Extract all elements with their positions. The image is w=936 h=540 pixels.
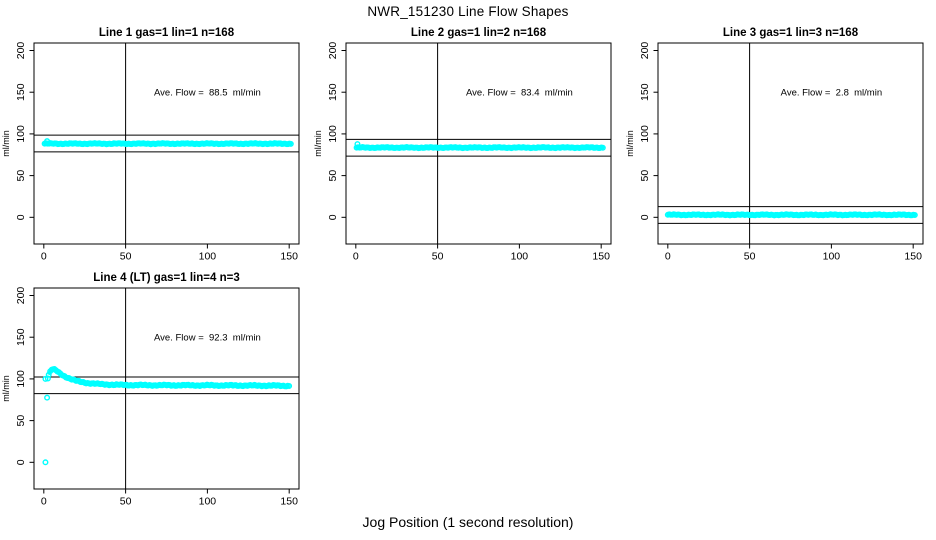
- x-tick-label: 50: [432, 251, 444, 263]
- x-tick-label: 100: [823, 251, 841, 263]
- y-tick-label: 50: [639, 170, 651, 182]
- y-tick-label: 0: [639, 214, 651, 220]
- subplot-line-3: Line 3 gas=1 lin=3 n=168 0 50 100 150 0 50 100 1…: [624, 25, 936, 265]
- y-tick-label: 200: [15, 42, 27, 60]
- line-1-flow-plot: Line 1 gas=1 lin=1 n=168 0 50 100 150 0 50 100 1…: [1, 27, 300, 263]
- y-tick-label: 50: [327, 170, 339, 182]
- y-tick-label: 150: [15, 83, 27, 101]
- y-tick-label: 50: [15, 170, 27, 182]
- plot-title: Line 4 (LT) gas=1 lin=4 n=3: [93, 272, 239, 284]
- plot-box: [657, 42, 924, 245]
- plot-title: Line 3 gas=1 lin=3 n=168: [723, 27, 859, 39]
- line-4-flow-plot: Line 4 (LT) gas=1 lin=4 n=3 0 50 100 150 0 50 1…: [1, 272, 300, 508]
- x-tick-label: 50: [120, 251, 132, 263]
- line-2-flow-plot: Line 2 gas=1 lin=2 n=168 0 50 100 150 0 50 100 1…: [313, 27, 612, 263]
- x-tick-label: 50: [120, 496, 132, 508]
- line-3-flow-plot: Line 3 gas=1 lin=3 n=168 0 50 100 150 0 50 100 1…: [625, 27, 924, 263]
- x-axis-label: Jog Position (1 second resolution): [362, 514, 574, 530]
- data-points: [664, 211, 918, 219]
- y-tick-label: 150: [15, 328, 27, 346]
- y-tick-label: 50: [15, 415, 27, 427]
- x-tick-label: 150: [280, 496, 298, 508]
- y-tick-label: 150: [327, 83, 339, 101]
- data-points: [42, 366, 293, 466]
- ave-flow-annotation: Ave. Flow = 2.8 ml/min: [781, 88, 882, 99]
- y-axis-name: ml/min: [313, 130, 323, 157]
- ave-flow-annotation: Ave. Flow = 83.4 ml/min: [466, 88, 573, 99]
- y-axis-name: ml/min: [625, 130, 635, 157]
- x-tick-label: 100: [199, 251, 217, 263]
- y-tick-label: 0: [15, 459, 27, 465]
- x-tick-label: 0: [353, 251, 359, 263]
- y-tick-label: 200: [327, 42, 339, 60]
- x-tick-label: 0: [41, 251, 47, 263]
- y-axis-name: ml/min: [1, 130, 11, 157]
- y-tick-label: 100: [639, 125, 651, 143]
- y-tick-label: 100: [15, 370, 27, 388]
- subplot-line-1: Line 1 gas=1 lin=1 n=168 0 50 100 150 0 50 100 1…: [0, 25, 312, 265]
- data-points: [41, 138, 294, 148]
- y-tick-label: 100: [327, 125, 339, 143]
- x-tick-label: 100: [511, 251, 529, 263]
- x-tick-label: 0: [665, 251, 671, 263]
- data-points: [353, 141, 606, 152]
- ave-flow-annotation: Ave. Flow = 92.3 ml/min: [154, 333, 261, 344]
- ave-flow-annotation: Ave. Flow = 88.5 ml/min: [154, 88, 261, 99]
- subplot-line-4: Line 4 (LT) gas=1 lin=4 n=3 0 50 100 150 0 50 1…: [0, 270, 312, 510]
- x-tick-label: 0: [41, 496, 47, 508]
- y-tick-label: 0: [327, 214, 339, 220]
- x-tick-label: 50: [744, 251, 756, 263]
- y-axis-name: ml/min: [1, 375, 11, 402]
- plot-title: Line 1 gas=1 lin=1 n=168: [99, 27, 235, 39]
- main-title: NWR_151230 Line Flow Shapes: [367, 4, 569, 19]
- x-tick-label: 150: [904, 251, 922, 263]
- y-tick-label: 100: [15, 125, 27, 143]
- plot-box: [33, 42, 300, 245]
- plot-box: [345, 42, 612, 245]
- x-tick-label: 150: [592, 251, 610, 263]
- subplot-line-2: Line 2 gas=1 lin=2 n=168 0 50 100 150 0 50 100 1…: [312, 25, 624, 265]
- plot-box: [33, 287, 300, 490]
- x-tick-label: 100: [199, 496, 217, 508]
- y-tick-label: 0: [15, 214, 27, 220]
- y-tick-label: 150: [639, 83, 651, 101]
- y-tick-label: 200: [639, 42, 651, 60]
- x-tick-label: 150: [280, 251, 298, 263]
- y-tick-label: 200: [15, 287, 27, 305]
- plot-title: Line 2 gas=1 lin=2 n=168: [411, 27, 547, 39]
